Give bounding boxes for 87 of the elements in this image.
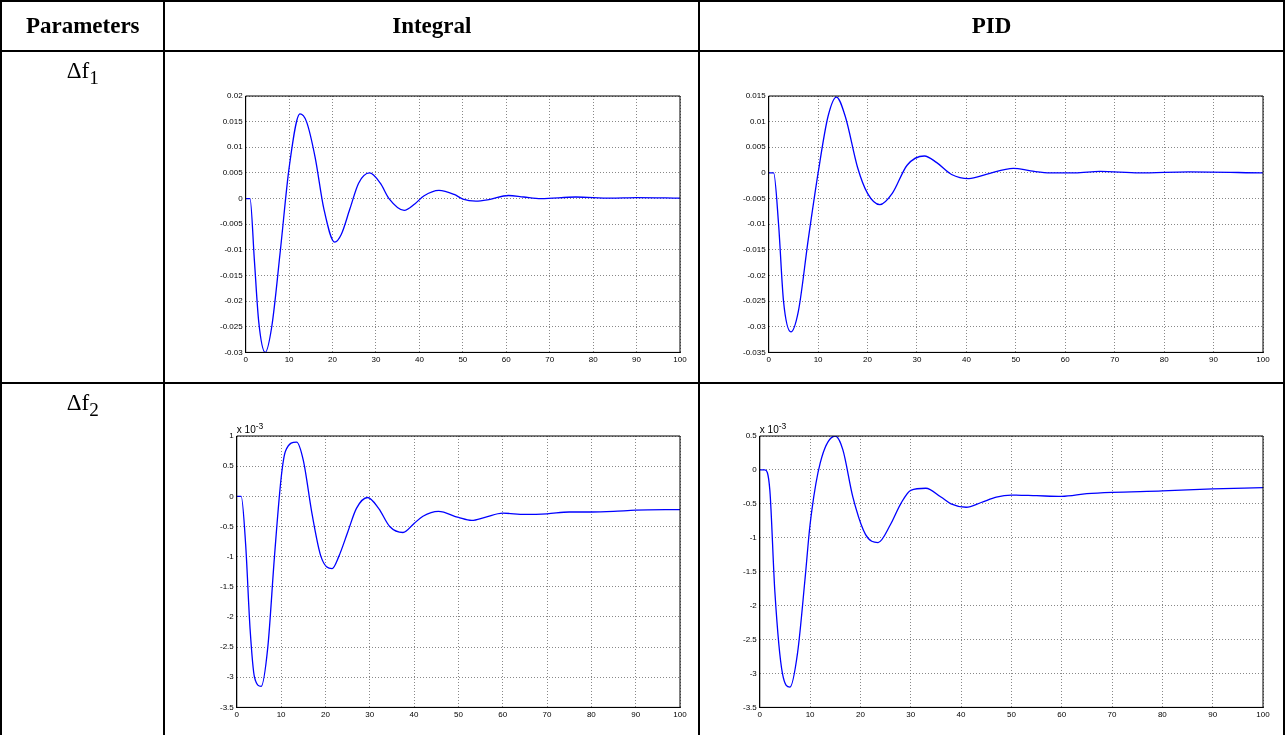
y-tick-label: -0.01 (747, 219, 767, 229)
y-tick-label: 0.015 (223, 116, 244, 126)
y-tick-label: -0.015 (220, 270, 244, 280)
y-tick-label: 0 (761, 168, 767, 178)
y-tick-label: -0.015 (743, 245, 767, 255)
x-tick-label: 60 (1061, 355, 1071, 365)
y-tick-label: -0.025 (743, 296, 767, 306)
x-tick-label: 60 (502, 355, 512, 365)
y-tick-label: 0.015 (745, 91, 767, 101)
x-tick-label: 50 (1007, 710, 1017, 720)
y-tick-label: -3 (227, 672, 235, 682)
y-tick-label: -3.5 (220, 702, 235, 712)
y-tick-label: -0.01 (224, 245, 244, 255)
x-tick-label: 90 (631, 710, 642, 720)
y-tick-label: -2 (749, 600, 758, 610)
y-tick-label: -1 (227, 551, 235, 561)
y-tick-label: 0.005 (745, 142, 767, 152)
x-tick-label: 20 (328, 355, 338, 365)
x-tick-label: 10 (285, 355, 295, 365)
x-tick-label: 20 (321, 710, 331, 720)
y-tick-label: -2.5 (743, 634, 758, 644)
y-tick-label: -2.5 (220, 642, 235, 652)
x-tick-label: 30 (371, 355, 382, 365)
y-tick-label: 0.005 (223, 168, 244, 178)
y-tick-label: 1 (229, 431, 235, 441)
y-tick-label: -3 (749, 668, 758, 678)
x-tick-label: 70 (545, 355, 556, 365)
text: Δf$_{2}$ (1, 383, 165, 735)
x-tick-label: 70 (1107, 710, 1118, 720)
x-tick-label: 50 (1011, 355, 1022, 365)
y-tick-label: 0.01 (750, 116, 767, 126)
y-tick-label: 0 (238, 193, 244, 203)
y-tick-label: 0.02 (227, 91, 244, 101)
x-tick-label: 100 (673, 710, 688, 720)
y-tick-label: -0.035 (743, 347, 767, 357)
y-tick-label: 0.5 (223, 461, 235, 471)
x-tick-label: 40 (410, 710, 420, 720)
x-tick-label: 60 (498, 710, 509, 720)
y-tick-label: 0 (229, 491, 235, 501)
y-tick-label: -0.02 (747, 270, 767, 280)
x-tick-label: 10 (813, 355, 824, 365)
x-tick-label: 20 (856, 710, 866, 720)
text: Integral (164, 1, 700, 51)
x-tick-label: 80 (587, 710, 597, 720)
x-tick-label: 100 (673, 355, 688, 365)
x-tick-label: 100 (1256, 710, 1271, 720)
x-tick-label: 50 (458, 355, 469, 365)
x-tick-label: 30 (912, 355, 923, 365)
y-tick-label: -0.005 (743, 193, 767, 203)
text: Δf$_{1}$ (1, 51, 165, 383)
y-tick-label: -0.02 (224, 296, 244, 306)
y-tick-label: -1 (749, 532, 758, 542)
y-tick-label: -0.025 (220, 321, 244, 331)
x-tick-label: 70 (543, 710, 553, 720)
y-tick-label: 0 (752, 465, 758, 475)
y-tick-label: 0.5 (745, 431, 758, 441)
x-tick-label: 40 (956, 710, 967, 720)
x-tick-label: 80 (1158, 710, 1168, 720)
y-tick-label: -0.5 (220, 521, 235, 531)
x-tick-label: 80 (589, 355, 599, 365)
x-tick-label: 50 (454, 710, 464, 720)
x-tick-label: 30 (365, 710, 376, 720)
y-tick-label: -1.5 (220, 581, 235, 591)
x-tick-label: 40 (962, 355, 972, 365)
x-tick-label: 90 (632, 355, 642, 365)
x-tick-label: 10 (277, 710, 287, 720)
y-tick-label: -0.5 (743, 499, 758, 509)
y-tick-label: -0.03 (224, 347, 244, 357)
x-tick-label: 10 (805, 710, 816, 720)
line-series (237, 441, 681, 687)
x-tick-label: 100 (1256, 355, 1271, 365)
text: PID (699, 1, 1284, 51)
x-tick-label: 70 (1110, 355, 1120, 365)
x-tick-label: 30 (906, 710, 916, 720)
x-tick-label: 90 (1208, 710, 1218, 720)
y-tick-label: -2 (227, 612, 235, 622)
y-tick-label: -3.5 (743, 702, 758, 712)
y-tick-label: 0.01 (227, 142, 244, 152)
x-tick-label: 60 (1057, 710, 1067, 720)
text: Parameters (1, 1, 165, 51)
y-tick-label: -0.03 (747, 321, 767, 331)
x-tick-label: 20 (863, 355, 873, 365)
x-tick-label: 40 (415, 355, 425, 365)
x-tick-label: 80 (1159, 355, 1170, 365)
x-tick-label: 90 (1209, 355, 1219, 365)
y-tick-label: -1.5 (743, 566, 758, 576)
y-tick-label: -0.005 (220, 219, 244, 229)
